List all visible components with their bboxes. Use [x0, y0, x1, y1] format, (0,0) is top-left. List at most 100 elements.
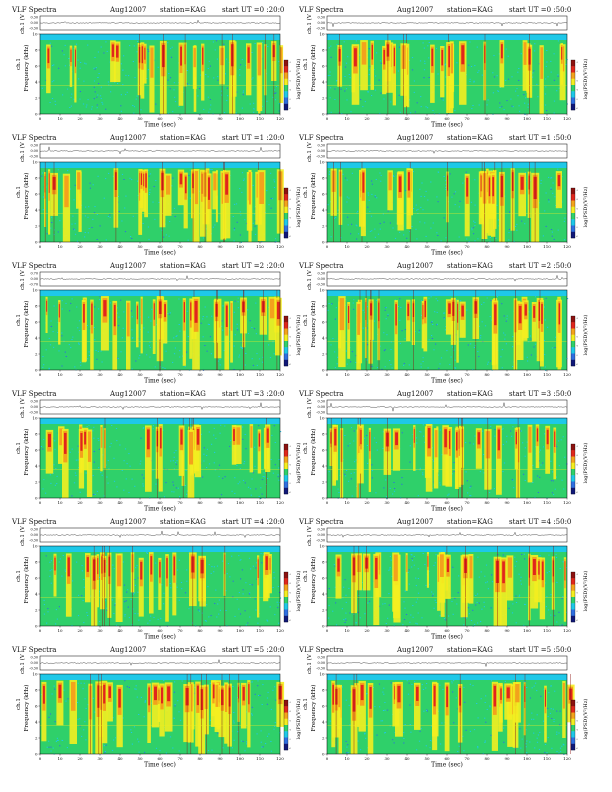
colorbar-label: log(PSD)(V²/Hz)	[582, 59, 589, 100]
spectrogram-image	[327, 546, 568, 627]
y-tick-label: 2	[35, 351, 38, 356]
x-tick-label: 20	[77, 244, 83, 249]
channel-label: ch.1	[16, 186, 22, 198]
panel-start-ut: start UT =1 :50:0	[509, 134, 572, 142]
x-tick-label: 0	[326, 244, 329, 249]
waveform-tick-label: 0.00	[30, 21, 38, 25]
panel-station: station=KAG	[447, 518, 493, 526]
colorbar-label: log(PSD)(V²/Hz)	[295, 699, 302, 740]
x-tick-label: 120	[563, 372, 571, 377]
colorbar-tick-label: -3	[289, 80, 292, 82]
panel-title: VLF Spectra	[12, 390, 57, 398]
colorbar-tick-label: -2	[289, 327, 291, 329]
x-tick-label: 20	[364, 500, 370, 505]
colorbar-label: log(PSD)(V²/Hz)	[582, 571, 589, 612]
colorbar-tick-label: -2	[576, 327, 578, 329]
waveform-ylabel: ch.1 (V)	[306, 398, 313, 418]
waveform-tick-label: 0.00	[317, 533, 325, 537]
y-tick-label: 6	[322, 575, 325, 580]
waveform-tick-label: 0.30	[30, 16, 38, 20]
x-tick-label: 120	[276, 372, 284, 377]
y-tick-label: 6	[322, 703, 325, 708]
x-axis-label: Time (sec)	[431, 762, 463, 769]
y-tick-label: 4	[322, 719, 325, 724]
y-tick-label: 6	[35, 703, 38, 708]
panel-station: station=KAG	[447, 390, 493, 398]
x-tick-label: 20	[77, 756, 83, 761]
x-tick-label: 100	[236, 116, 244, 121]
y-tick-label: 4	[35, 207, 38, 212]
x-tick-label: 80	[197, 372, 203, 377]
waveform-tick-label: -0.30	[29, 539, 38, 543]
y-tick-label: 4	[35, 335, 38, 340]
waveform-tick-label: 0.30	[317, 16, 325, 20]
panel-title: VLF Spectra	[299, 646, 344, 654]
y-axis-label: Frequency (kHz)	[23, 685, 30, 732]
panel-date: Aug12007	[110, 262, 147, 270]
x-tick-label: 50	[424, 756, 430, 761]
spectrogram-image	[327, 162, 567, 243]
x-tick-label: 110	[256, 628, 264, 633]
x-tick-label: 100	[523, 116, 531, 121]
waveform-tick-label: -0.70	[29, 283, 38, 287]
x-tick-label: 0	[39, 500, 42, 505]
channel-label: ch.1	[303, 186, 309, 198]
colorbar-tick-label: -6	[576, 492, 579, 494]
y-tick-label: 6	[35, 447, 38, 452]
y-tick-label: 10	[32, 543, 38, 548]
x-tick-label: 30	[97, 628, 103, 633]
waveform-line	[326, 274, 568, 282]
y-tick-label: 6	[322, 447, 325, 452]
y-tick-label: 8	[35, 431, 38, 436]
y-tick-label: 4	[35, 463, 38, 468]
panel-start-ut: start UT =3 :20:0	[222, 390, 285, 398]
waveform-tick-label: 0.00	[317, 405, 325, 409]
y-axis-label: Frequency (kHz)	[23, 301, 30, 348]
colorbar-tick-label: -5	[289, 227, 291, 229]
x-tick-label: 50	[424, 116, 430, 121]
waveform-tick-label: 0.30	[317, 656, 325, 660]
colorbar-tick-label: -6	[289, 364, 292, 366]
channel-label: ch.1	[16, 58, 22, 70]
x-tick-label: 10	[57, 500, 63, 505]
waveform-tick-label: -0.30	[316, 27, 325, 31]
x-tick-label: 100	[236, 500, 244, 505]
waveform-line	[326, 402, 568, 412]
x-tick-label: 20	[364, 244, 370, 249]
x-tick-label: 90	[504, 628, 510, 633]
x-tick-label: 30	[97, 116, 103, 121]
x-tick-label: 60	[444, 500, 450, 505]
y-tick-label: 10	[32, 671, 38, 676]
y-tick-label: 10	[32, 287, 38, 292]
x-tick-label: 80	[197, 500, 203, 505]
spectrogram-image	[40, 418, 282, 499]
x-tick-label: 10	[344, 372, 350, 377]
channel-label: ch.1	[303, 442, 309, 454]
y-tick-label: 10	[319, 671, 325, 676]
spectrogram-panel: VLF Spectra Aug12007 station=KAG start UT =…	[297, 134, 597, 262]
colorbar-tick-label: -4	[576, 602, 579, 604]
waveform-line	[326, 662, 568, 668]
x-tick-label: 80	[484, 116, 490, 121]
colorbar-tick-label: -4	[576, 218, 579, 220]
x-tick-label: 100	[236, 244, 244, 249]
x-tick-label: 120	[563, 756, 571, 761]
x-tick-label: 10	[57, 244, 63, 249]
x-tick-label: 40	[117, 372, 123, 377]
x-tick-label: 30	[97, 756, 103, 761]
x-axis-label: Time (sec)	[431, 506, 463, 513]
colorbar-tick-label: -4	[289, 90, 292, 92]
channel-label: ch.1	[16, 570, 22, 582]
colorbar-tick-label: -3	[289, 464, 292, 466]
colorbar	[570, 571, 576, 623]
colorbar-tick-label: -4	[576, 474, 579, 476]
panel-start-ut: start UT =4 :50:0	[509, 518, 572, 526]
x-tick-label: 80	[197, 116, 203, 121]
x-tick-label: 70	[464, 756, 470, 761]
y-tick-label: 8	[35, 303, 38, 308]
x-tick-label: 40	[117, 756, 123, 761]
waveform-line	[326, 531, 568, 538]
colorbar-tick-label: -3	[289, 592, 292, 594]
